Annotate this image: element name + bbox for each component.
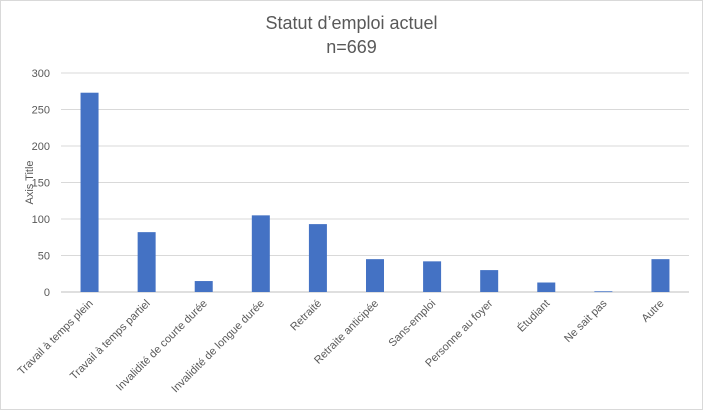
bar-9	[594, 291, 613, 293]
chart-title-block: Statut d’emploi actuel n=669	[1, 11, 702, 59]
y-tick-label-1: 50	[38, 251, 50, 263]
bar-6	[423, 261, 442, 292]
y-axis-title: Axis Title	[24, 160, 36, 204]
x-tick-label-3: Invalidité de longue durée	[169, 298, 267, 396]
x-tick-label-6: Sans-emploi	[386, 298, 438, 350]
bar-2	[194, 281, 213, 292]
x-tick-label-4: Retraité	[288, 298, 324, 334]
bar-7	[480, 270, 499, 292]
gridlines	[61, 72, 689, 293]
y-tick-label-3: 150	[32, 178, 50, 190]
bar-0	[80, 92, 99, 293]
x-tick-label-8: Étudiant	[515, 297, 553, 335]
bar-1	[137, 232, 156, 292]
bar-10	[651, 259, 670, 292]
x-tick-label-2: Invalidité de courte durée	[114, 298, 210, 394]
y-tick-label-0: 0	[44, 287, 50, 299]
bars	[80, 92, 670, 293]
y-tick-label-4: 200	[32, 141, 50, 153]
y-tick-label-5: 250	[32, 105, 50, 117]
y-tick-label-6: 300	[32, 68, 50, 80]
bar-5	[366, 259, 384, 292]
x-tick-label-9: Ne sait pas	[562, 297, 610, 345]
bar-3	[251, 215, 270, 292]
bar-4	[308, 224, 327, 292]
x-tick-label-5: Retraite anticipée	[312, 298, 381, 367]
y-tick-label-2: 100	[32, 214, 50, 226]
x-tick-label-10: Autre	[639, 298, 666, 325]
chart-subtitle: n=669	[326, 37, 377, 57]
y-tick-labels: 0 50 100 150 200 250 300	[32, 68, 50, 299]
bar-8	[537, 282, 556, 292]
chart-title: Statut d’emploi actuel	[265, 13, 438, 33]
